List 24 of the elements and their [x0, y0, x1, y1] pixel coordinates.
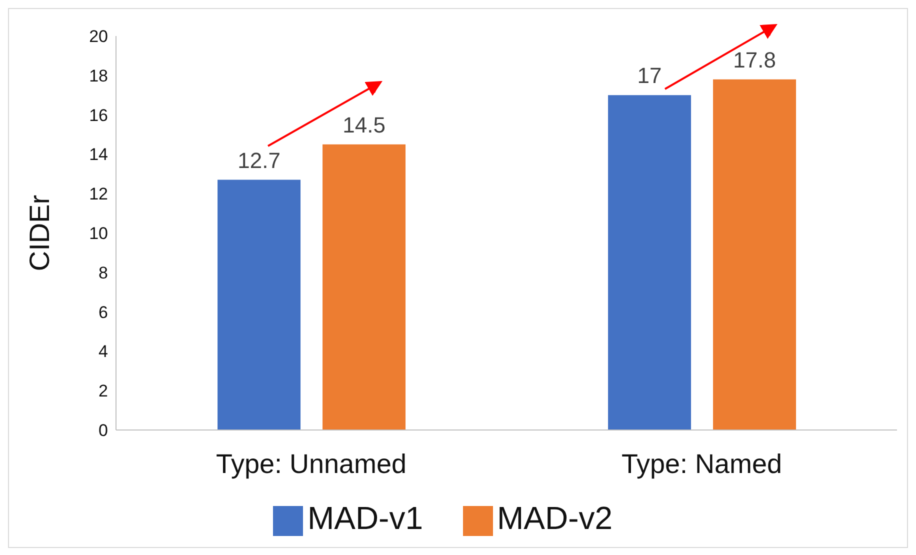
legend-label: MAD-v1 [307, 500, 423, 536]
y-tick-label: 20 [89, 27, 108, 46]
bar [322, 144, 406, 430]
bar [713, 79, 796, 430]
y-tick-label: 0 [98, 421, 108, 440]
y-tick-label: 10 [89, 224, 108, 244]
y-tick-label: 14 [89, 145, 108, 164]
legend-label: MAD-v2 [497, 500, 613, 536]
y-tick-label: 16 [89, 106, 108, 125]
y-axis-title: CIDEr [24, 194, 55, 272]
y-tick-label: 8 [98, 263, 108, 282]
x-tick-label: Type: Unnamed [216, 449, 407, 480]
data-label: 17 [637, 63, 662, 88]
x-tick-label: Type: Named [621, 449, 782, 480]
data-label: 12.7 [238, 148, 280, 173]
bar [218, 180, 301, 430]
y-tick-label: 6 [98, 302, 108, 322]
data-label: 14.5 [342, 112, 386, 138]
data-label: 17.8 [733, 47, 776, 72]
y-tick-label: 12 [89, 184, 108, 204]
y-tick-label: 18 [89, 66, 108, 86]
y-tick-label: 2 [98, 382, 108, 401]
y-tick-label: 4 [98, 342, 108, 362]
bar [608, 95, 692, 430]
